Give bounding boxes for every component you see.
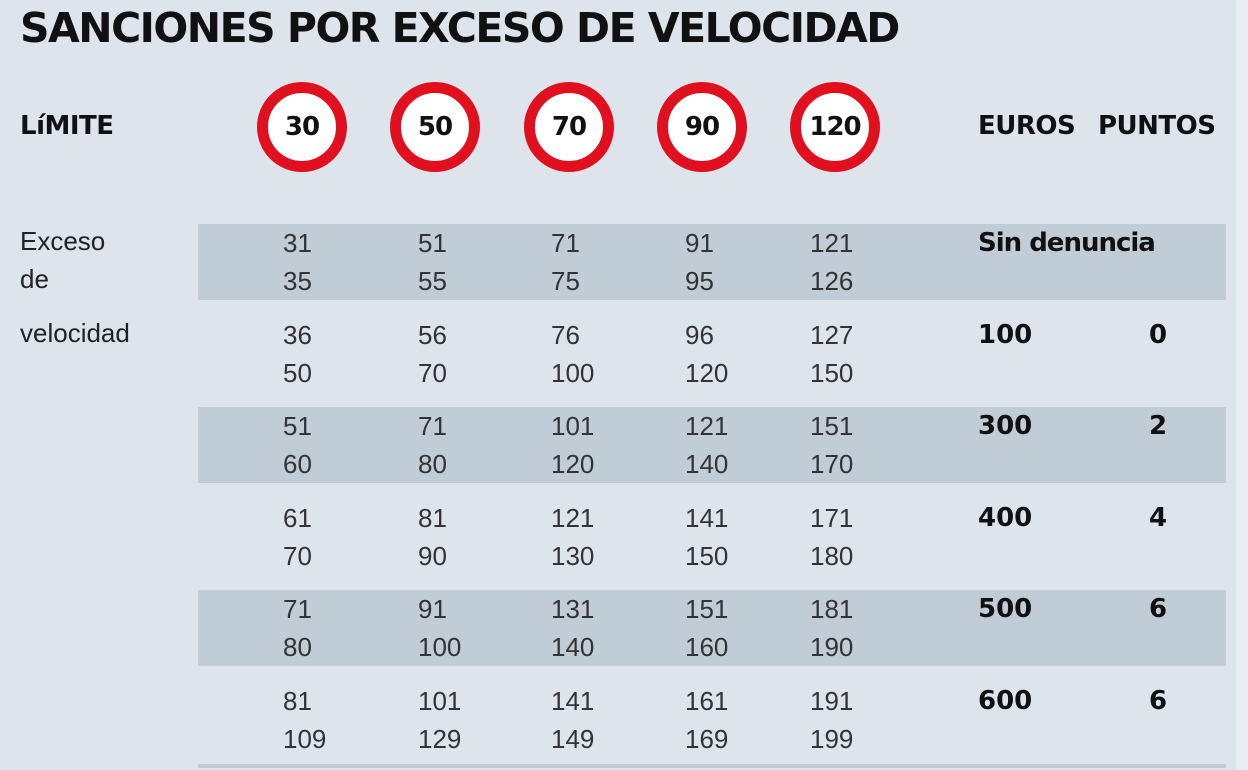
- range-to: 35: [283, 266, 312, 296]
- table-row-stripe: [198, 407, 1226, 483]
- range-from: 31: [283, 228, 312, 258]
- row-label-line2: de: [20, 264, 49, 294]
- speed-limit-sign-90: 90: [657, 82, 747, 172]
- range-to: 199: [810, 723, 854, 754]
- range-to: 55: [418, 266, 447, 296]
- range-from: 191: [810, 685, 854, 716]
- fine-euros: 500: [978, 594, 1033, 624]
- speed-limit-value: 90: [684, 112, 720, 142]
- range-to: 130: [551, 540, 595, 571]
- range-from: 141: [685, 502, 729, 533]
- range-from: 151: [810, 411, 854, 441]
- range-to: 120: [551, 449, 595, 479]
- range-to: 129: [418, 723, 462, 754]
- range-to: 95: [685, 266, 714, 296]
- table-row-stripe: [198, 590, 1226, 666]
- speed-limit-value: 30: [284, 112, 320, 142]
- row-label-line1: Exceso: [20, 226, 106, 256]
- range-to: 180: [810, 540, 854, 571]
- range-from: 91: [685, 228, 714, 258]
- range-from: 76: [551, 319, 580, 350]
- range-to: 60: [283, 449, 312, 479]
- range-to: 75: [551, 266, 580, 296]
- range-from: 151: [685, 594, 729, 624]
- range-from: 81: [418, 502, 447, 533]
- range-to: 120: [685, 357, 729, 388]
- range-from: 71: [418, 411, 447, 441]
- range-to: 140: [685, 449, 729, 479]
- table-row-stripe: [198, 224, 1226, 300]
- range-to: 80: [418, 449, 447, 479]
- table-bottom-line: [198, 764, 1226, 768]
- range-to: 109: [283, 723, 327, 754]
- range-to: 80: [283, 632, 312, 662]
- fine-euros: 400: [978, 502, 1033, 533]
- range-from: 71: [551, 228, 580, 258]
- range-to: 100: [551, 357, 595, 388]
- range-to: 70: [418, 357, 447, 388]
- range-from: 131: [551, 594, 595, 624]
- penalty-points: 0: [1149, 319, 1168, 350]
- range-to: 50: [283, 357, 312, 388]
- speed-limit-sign-70: 70: [524, 82, 614, 172]
- range-from: 121: [685, 411, 729, 441]
- fine-euros: Sin denuncia: [978, 228, 1156, 258]
- chart-title: SANCIONES POR EXCESO DE VELOCIDAD: [20, 4, 900, 52]
- range-to: 70: [283, 540, 312, 571]
- points-header: PUNTOS: [1098, 111, 1216, 141]
- limit-header: LíMITE: [20, 111, 114, 141]
- range-from: 141: [551, 685, 595, 716]
- range-to: 140: [551, 632, 595, 662]
- range-from: 56: [418, 319, 447, 350]
- fine-euros: 600: [978, 685, 1033, 716]
- fine-euros: 100: [978, 319, 1033, 350]
- range-from: 61: [283, 502, 312, 533]
- range-to: 126: [810, 266, 854, 296]
- penalty-points: 2: [1149, 411, 1168, 441]
- speed-limit-value: 70: [551, 112, 587, 142]
- range-from: 181: [810, 594, 854, 624]
- speed-limit-value: 50: [417, 112, 453, 142]
- range-from: 51: [283, 411, 312, 441]
- range-to: 150: [685, 540, 729, 571]
- speed-limit-sign-120: 120: [790, 82, 880, 172]
- range-to: 160: [685, 632, 729, 662]
- range-to: 149: [551, 723, 595, 754]
- range-to: 170: [810, 449, 854, 479]
- range-from: 71: [283, 594, 312, 624]
- range-to: 100: [418, 632, 462, 662]
- range-from: 91: [418, 594, 447, 624]
- speed-limit-sign-50: 50: [390, 82, 480, 172]
- range-from: 161: [685, 685, 729, 716]
- range-from: 121: [810, 228, 854, 258]
- right-edge: [1236, 0, 1248, 770]
- speed-limit-sign-30: 30: [257, 82, 347, 172]
- euros-header: EUROS: [978, 111, 1076, 141]
- range-from: 171: [810, 502, 854, 533]
- range-from: 36: [283, 319, 312, 350]
- range-from: 96: [685, 319, 714, 350]
- row-label-line3: velocidad: [20, 318, 130, 348]
- range-from: 51: [418, 228, 447, 258]
- range-to: 169: [685, 723, 729, 754]
- range-to: 150: [810, 357, 854, 388]
- fine-euros: 300: [978, 411, 1033, 441]
- penalty-points: 6: [1149, 594, 1168, 624]
- range-to: 190: [810, 632, 854, 662]
- range-from: 101: [551, 411, 595, 441]
- range-from: 127: [810, 319, 854, 350]
- range-from: 81: [283, 685, 312, 716]
- range-from: 101: [418, 685, 462, 716]
- range-to: 90: [418, 540, 447, 571]
- speed-limit-value: 120: [809, 112, 861, 142]
- penalty-points: 4: [1149, 502, 1168, 533]
- range-from: 121: [551, 502, 595, 533]
- penalty-points: 6: [1149, 685, 1168, 716]
